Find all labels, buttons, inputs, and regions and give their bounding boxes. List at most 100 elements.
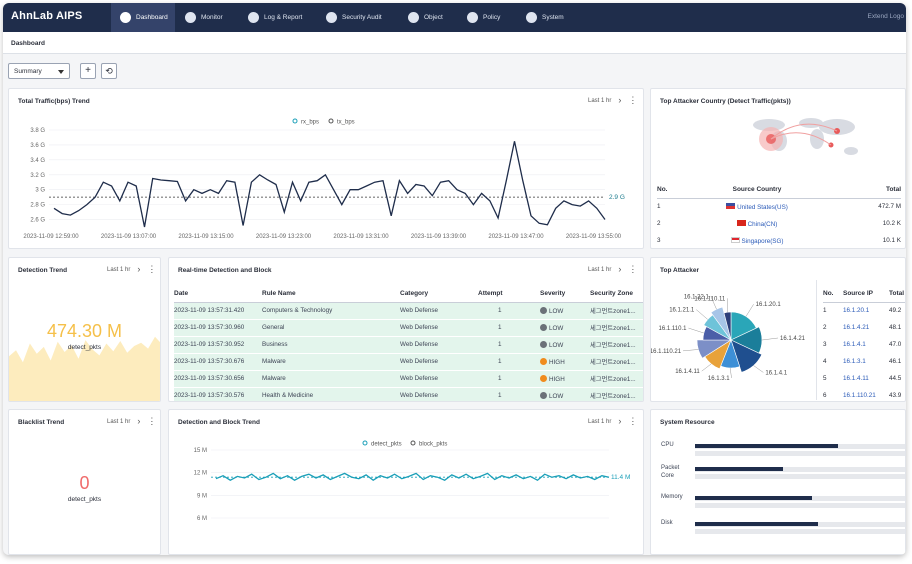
app-logo: AhnLab AIPS <box>11 10 82 22</box>
dashboard-icon <box>120 12 131 23</box>
system-resource-panel: System Resource CPU Packet Core Memory Disk <box>650 409 906 555</box>
table-row[interactable]: 2023-11-09 13:57:30.656 Malware Web Defens… <box>174 370 644 387</box>
cell-category: Web Defense <box>400 302 478 319</box>
table-row[interactable]: 2023-11-09 13:57:31.420 Computers & Techn… <box>174 302 644 319</box>
nav-object[interactable]: Object <box>408 3 443 32</box>
cell-severity: LOW <box>540 336 590 353</box>
cell-zone: 세그먼트zone1... <box>590 353 644 370</box>
table-row[interactable]: 6 16.1.110.21 43.9 <box>823 387 906 402</box>
y-tick-label: 3.6 G <box>30 143 45 149</box>
top-country-panel: Top Attacker Country (Detect Traffic(pkt… <box>650 88 906 249</box>
table-row[interactable]: 2023-11-09 13:57:30.576 Health & Medicine… <box>174 387 644 402</box>
resource-track <box>695 496 906 501</box>
table-row[interactable]: 2023-11-09 13:57:30.960 General Web Defens… <box>174 319 644 336</box>
table-row[interactable]: 3 16.1.4.1 47.0 <box>823 336 906 353</box>
nav-log-report[interactable]: Log & Report <box>248 3 302 32</box>
col-no: No. <box>657 182 687 198</box>
y-tick-label: 3 G <box>35 188 45 194</box>
chevron-right-icon[interactable]: › <box>618 266 621 273</box>
cell-no: 1 <box>657 198 687 215</box>
pie-label: 16.1.4.21 <box>780 336 806 342</box>
cell-source-ip[interactable]: 16.1.4.11 <box>843 370 889 387</box>
breadcrumb: Dashboard <box>11 40 45 47</box>
col-severity: Severity <box>540 286 590 302</box>
more-menu-icon[interactable]: ⋮ <box>628 266 636 273</box>
table-row[interactable]: 1 United States(US) 472.7 M <box>657 198 901 215</box>
pie-label: 16.1.110.1 <box>659 326 688 332</box>
nav-monitor-label: Monitor <box>201 14 223 21</box>
col-rule: Rule Name <box>262 286 400 302</box>
nav-dashboard-label: Dashboard <box>136 14 168 21</box>
pie-label: 16.1.20.1 <box>756 302 782 308</box>
panel-controls: Last 1 hr › ⋮ <box>588 266 636 273</box>
table-row[interactable]: 4 16.1.3.1 46.1 <box>823 353 906 370</box>
table-row[interactable]: 2 16.1.4.21 48.1 <box>823 319 906 336</box>
detection-unit: detect_pkts <box>9 344 160 351</box>
y-tick-label: 3.8 G <box>30 128 45 134</box>
table-row[interactable]: 2 China(CN) 10.2 K <box>657 215 901 232</box>
cell-severity: HIGH <box>540 353 590 370</box>
average-label: 2.9 G <box>609 194 625 201</box>
extend-logo-link[interactable]: Extend Logo <box>867 13 904 20</box>
severity-dot-icon <box>540 307 547 314</box>
resource-track <box>695 451 906 456</box>
cell-zone: 세그먼트zone1... <box>590 302 644 319</box>
traffic-chart: rx_bps tx_bps 3.8 G3.6 G3.4 G3.2 G3 G2.8… <box>9 89 644 249</box>
cell-source-ip[interactable]: 16.1.20.1 <box>843 302 889 319</box>
table-row[interactable]: 1 16.1.20.1 49.2 <box>823 302 906 319</box>
resource-label: Packet <box>661 465 679 471</box>
chevron-right-icon[interactable]: › <box>137 418 140 425</box>
dashboard-select-value: Summary <box>14 68 42 75</box>
cell-source-ip[interactable]: 16.1.110.21 <box>843 387 889 402</box>
range-label[interactable]: Last 1 hr <box>588 267 611 273</box>
pie-leader-line <box>730 368 731 378</box>
more-menu-icon[interactable]: ⋮ <box>147 418 155 425</box>
cell-attempt: 1 <box>478 319 540 336</box>
cell-zone: 세그먼트zone1... <box>590 319 644 336</box>
cell-zone: 세그먼트zone1... <box>590 387 644 402</box>
cell-source-ip[interactable]: 16.1.3.1 <box>843 353 889 370</box>
col-no: No. <box>823 286 843 302</box>
nav-policy[interactable]: Policy <box>467 3 500 32</box>
reset-layout-button[interactable]: ⟲ <box>101 63 117 79</box>
y-tick-label: 3.2 G <box>30 173 45 179</box>
nav-system[interactable]: System <box>526 3 564 32</box>
resource-bar <box>695 467 783 471</box>
realtime-table: Date Rule Name Category Attempt Severity… <box>174 286 644 402</box>
world-map <box>651 109 906 179</box>
dashboard-select[interactable]: Summary <box>8 63 70 79</box>
range-label[interactable]: Last 1 hr <box>107 419 130 425</box>
severity-label: LOW <box>549 342 563 349</box>
shield-icon <box>467 12 478 23</box>
cell-rule: Business <box>262 336 400 353</box>
cell-source-ip[interactable]: 16.1.4.1 <box>843 336 889 353</box>
cell-no: 3 <box>657 232 687 249</box>
resource-track <box>695 503 906 508</box>
table-row[interactable]: 2023-11-09 13:57:30.952 Business Web Defen… <box>174 336 644 353</box>
panel-title: Real-time Detection and Block <box>178 267 272 274</box>
cell-rule: Malware <box>262 370 400 387</box>
nav-dashboard[interactable]: Dashboard <box>111 3 175 32</box>
average-label: 11.4 M <box>611 474 630 481</box>
legend-marker-block <box>411 441 415 445</box>
cell-category: Web Defense <box>400 319 478 336</box>
nav-security-audit[interactable]: Security Audit <box>326 3 382 32</box>
resource-bar <box>695 444 838 448</box>
resource-label-2: Core <box>661 473 674 479</box>
add-widget-button[interactable]: + <box>80 63 96 79</box>
y-tick-label: 3.4 G <box>30 158 45 164</box>
table-row[interactable]: 5 16.1.4.11 44.5 <box>823 370 906 387</box>
map-land-au <box>844 147 858 155</box>
nav-monitor[interactable]: Monitor <box>185 3 223 32</box>
cell-source-ip[interactable]: 16.1.4.21 <box>843 319 889 336</box>
country-link[interactable]: China(CN) <box>748 221 778 228</box>
table-row[interactable]: 2023-11-09 13:57:30.676 Malware Web Defens… <box>174 353 644 370</box>
x-tick-label: 2023-11-09 13:23:00 <box>256 234 312 240</box>
col-country: Source Country <box>687 182 827 198</box>
country-link[interactable]: Singapore(SG) <box>742 238 784 245</box>
x-tick-label: 2023-11-09 13:55:00 <box>566 234 622 240</box>
table-row[interactable]: 3 Singapore(SG) 10.1 K <box>657 232 901 249</box>
y-tick-label: 2.6 G <box>30 218 45 224</box>
country-link[interactable]: United States(US) <box>737 204 788 211</box>
cell-total: 47.0 <box>889 336 906 353</box>
